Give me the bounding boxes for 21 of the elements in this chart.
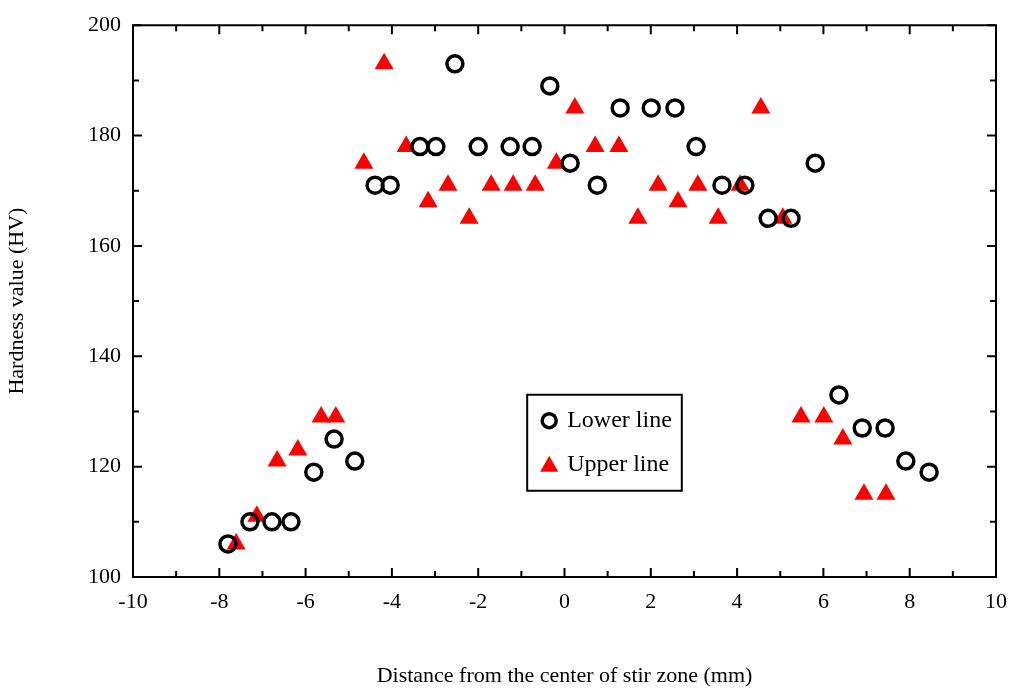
y-axis-title: Hardness value (HV)	[2, 207, 28, 395]
x-tick-label: 0	[559, 587, 570, 613]
y-tick-label: 200	[88, 10, 121, 36]
y-tick-label: 160	[88, 231, 121, 257]
x-tick-label: 4	[731, 587, 743, 613]
x-tick-label: -4	[382, 587, 402, 613]
legend-label: Lower line	[567, 405, 672, 432]
x-tick-label: -10	[118, 587, 148, 613]
x-tick-label: 6	[817, 587, 829, 613]
x-tick-label: 8	[904, 587, 916, 613]
x-tick-label: -2	[469, 587, 488, 613]
x-tick-label: 2	[645, 587, 657, 613]
y-tick-label: 140	[88, 342, 121, 368]
x-tick-label: 10	[985, 587, 1007, 613]
y-tick-label: 120	[88, 452, 121, 478]
x-axis-title: Distance from the center of stir zone (mm)	[376, 661, 753, 687]
x-tick-label: -6	[296, 587, 315, 613]
y-tick-label: 100	[88, 562, 121, 588]
x-tick-label: -8	[210, 587, 229, 613]
y-tick-label: 180	[88, 121, 121, 147]
legend-label: Upper line	[567, 449, 670, 476]
